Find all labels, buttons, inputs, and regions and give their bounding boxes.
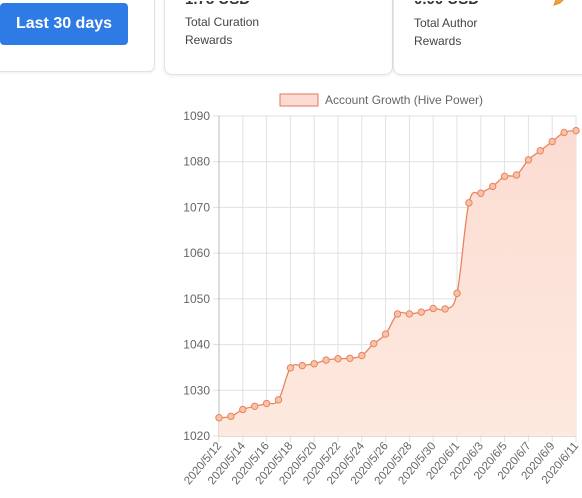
legend-swatch — [279, 93, 319, 107]
data-point — [560, 128, 568, 137]
data-point — [298, 361, 307, 370]
last-30-days-button[interactable]: Last 30 days — [0, 3, 128, 45]
data-point — [239, 405, 247, 414]
data-point — [465, 199, 473, 207]
data-point — [274, 396, 283, 404]
data-point — [453, 289, 461, 298]
data-point — [441, 305, 449, 313]
author-rewards-card: 0.00 USD Total Author Rewards — [393, 0, 582, 75]
data-point — [393, 310, 402, 318]
data-point — [227, 412, 235, 421]
author-rewards-label: Total Author Rewards — [414, 14, 524, 50]
y-tick-label: 1090 — [183, 109, 210, 123]
data-point — [286, 364, 295, 372]
data-point — [370, 339, 378, 348]
curation-rewards-amount: 1.78 USD — [185, 1, 250, 8]
author-rewards-amount: 0.00 USD — [414, 1, 479, 8]
y-tick-label: 1070 — [183, 200, 210, 214]
data-point — [405, 310, 414, 318]
data-point — [310, 360, 318, 368]
y-tick-label: 1080 — [183, 155, 210, 169]
data-point — [251, 402, 259, 410]
data-point — [381, 330, 390, 338]
y-tick-label: 1030 — [183, 383, 210, 397]
data-point — [572, 126, 580, 135]
data-point — [489, 182, 497, 191]
data-point — [524, 156, 533, 164]
data-point — [429, 304, 437, 313]
y-tick-label: 1060 — [183, 246, 210, 260]
curation-rewards-card: 1.78 USD Total Curation Rewards 88 — [164, 0, 393, 75]
data-point — [334, 355, 342, 363]
data-point — [512, 171, 521, 179]
data-point — [536, 147, 544, 155]
legend-label: Account Growth (Hive Power) — [325, 93, 483, 107]
data-point — [358, 351, 366, 360]
curation-count: 88 — [330, 0, 363, 7]
author-rewards-label-line2: Rewards — [414, 34, 462, 48]
y-tick-label: 1040 — [183, 338, 210, 352]
curation-rewards-label-line2: Rewards — [185, 33, 233, 47]
data-point — [322, 356, 330, 364]
pen-icon — [553, 0, 564, 6]
y-tick-label: 1050 — [183, 292, 210, 306]
series-area — [219, 130, 576, 436]
y-tick-label: 1020 — [183, 429, 210, 443]
account-growth-chart: Account Growth (Hive Power) 1020 1030 1040 1… — [182, 93, 581, 487]
curation-rewards-label: Total Curation Rewards — [185, 13, 295, 49]
curation-rewards-label-line1: Total Curation — [185, 15, 260, 29]
data-point — [477, 189, 485, 197]
data-point — [215, 414, 223, 422]
data-point — [417, 308, 425, 316]
data-point — [262, 399, 271, 408]
data-point — [346, 354, 354, 362]
data-point — [548, 137, 556, 146]
data-point — [500, 172, 509, 181]
author-rewards-label-line1: Total Author — [414, 16, 478, 30]
